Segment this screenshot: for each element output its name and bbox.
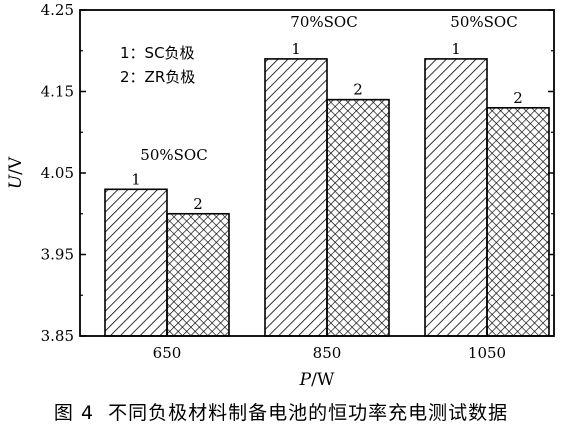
bar-chart: 1 2 1 2 1 2 650 850 1050 3.85 3.95 4.05 4.15 4.25 1：… [6,1,555,390]
y-axis-label: U/V [6,156,26,189]
bar-label-650-2: 2 [193,195,203,213]
bar-1050-series-1 [424,58,488,337]
y-tick-label-4.15: 4.15 [41,83,74,101]
bar-label-1050-1: 1 [451,40,461,58]
y-tick-label-4.25: 4.25 [41,1,74,19]
x-tick-label-850: 850 [313,344,342,362]
bar-850-series-2 [326,98,390,337]
y-tick-label-3.85: 3.85 [41,327,74,345]
bar-650-series-2 [166,212,230,337]
soc-annotation-650: 50%SOC [140,146,207,164]
bar-label-650-1: 1 [131,170,141,188]
bar-850-series-1 [264,58,328,337]
figure-title: 不同负极材料制备电池的恒功率充电测试数据 [108,402,509,424]
bar-1050-series-2 [486,107,550,337]
y-tick-label-3.95: 3.95 [41,246,74,264]
x-axis-label: P/W [299,370,335,390]
legend-item-2: 2：ZR负极 [120,68,195,86]
bar-label-850-1: 1 [291,40,301,58]
figure-number: 图 4 [53,402,95,424]
legend: 1：SC负极 2：ZR负极 [120,44,195,86]
y-tick-label-4.05: 4.05 [41,164,74,182]
plot-frame [79,9,555,337]
soc-annotation-1050: 50%SOC [450,13,517,31]
legend-item-1: 1：SC负极 [120,44,195,62]
soc-annotation-850: 70%SOC [290,13,357,31]
bar-label-1050-2: 2 [513,89,523,107]
figure-caption: 图 4 不同负极材料制备电池的恒功率充电测试数据 [0,398,576,425]
x-tick-label-650: 650 [153,344,182,362]
bar-650-series-1 [104,188,168,337]
x-tick-label-1050: 1050 [468,344,506,362]
bar-label-850-2: 2 [353,81,363,99]
